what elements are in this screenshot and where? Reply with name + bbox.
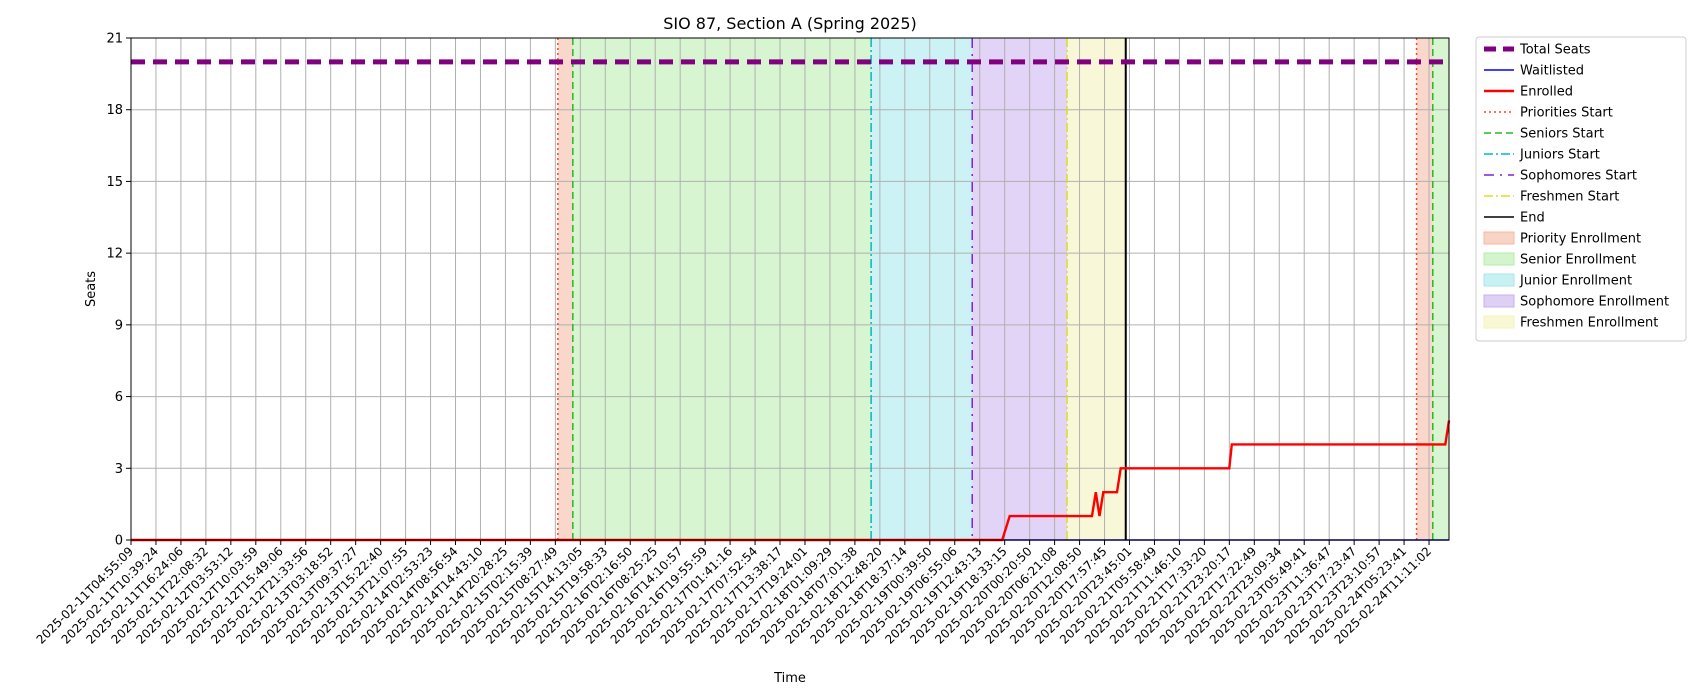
y-tick-label: 12 <box>106 247 123 262</box>
shaded-region <box>1416 38 1433 540</box>
legend-label: End <box>1520 211 1545 226</box>
shaded-region <box>871 38 973 540</box>
y-tick-label: 3 <box>115 462 123 477</box>
y-tick-label: 6 <box>115 390 123 405</box>
legend-swatch <box>1483 252 1515 266</box>
legend-label: Priorities Start <box>1520 106 1613 121</box>
legend-label: Sophomores Start <box>1520 169 1637 184</box>
legend-label: Junior Enrollment <box>1519 274 1632 289</box>
legend-swatch <box>1483 315 1515 329</box>
y-tick-label: 9 <box>115 318 123 333</box>
y-tick-label: 18 <box>106 103 123 118</box>
legend: Total Seats Waitlisted Enrolled Priorities … <box>1475 36 1687 342</box>
shaded-region <box>1067 38 1126 540</box>
x-axis-label: Time <box>773 671 806 686</box>
legend-label: Juniors Start <box>1519 148 1600 163</box>
legend-label: Enrolled <box>1520 85 1573 100</box>
chart-title: SIO 87, Section A (Spring 2025) <box>663 14 917 33</box>
y-axis-label: Seats <box>84 271 99 307</box>
y-tick-label: 0 <box>115 534 123 549</box>
legend-label: Waitlisted <box>1520 64 1584 79</box>
legend-label: Freshmen Start <box>1520 190 1619 205</box>
shaded-region <box>1432 38 1449 540</box>
legend-label: Senior Enrollment <box>1520 253 1636 268</box>
legend-label: Priority Enrollment <box>1520 232 1641 247</box>
series-line <box>131 420 1451 542</box>
legend-swatch <box>1483 231 1515 245</box>
shaded-region <box>572 38 872 540</box>
event-lines <box>557 38 1434 540</box>
legend-swatch <box>1483 273 1515 287</box>
y-ticks: 0 3 6 9 12 15 18 21 <box>106 32 131 549</box>
shaded-region <box>557 38 573 540</box>
legend-label: Freshmen Enrollment <box>1520 316 1658 331</box>
legend-label: Sophomore Enrollment <box>1520 295 1669 310</box>
plot-frame <box>130 37 1450 541</box>
legend-label: Total Seats <box>1519 43 1591 58</box>
legend-box <box>1475 36 1687 342</box>
legend-swatch <box>1483 294 1515 308</box>
legend-label: Seniors Start <box>1520 127 1604 142</box>
shaded-regions <box>557 38 1449 540</box>
x-ticks: 2025-02-11T04:55:092025-02-11T10:39:2420… <box>34 540 1434 647</box>
shaded-region <box>972 38 1068 540</box>
y-tick-label: 15 <box>106 175 123 190</box>
y-tick-label: 21 <box>106 32 123 47</box>
